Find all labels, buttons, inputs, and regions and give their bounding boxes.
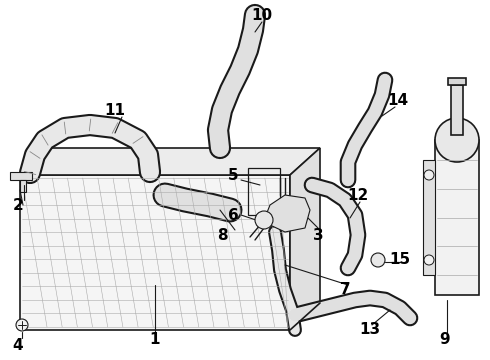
Polygon shape bbox=[423, 160, 435, 275]
Circle shape bbox=[16, 319, 28, 331]
Text: 15: 15 bbox=[390, 252, 411, 267]
Polygon shape bbox=[20, 148, 320, 175]
Circle shape bbox=[371, 253, 385, 267]
Text: 14: 14 bbox=[388, 93, 409, 108]
Text: 11: 11 bbox=[104, 103, 125, 117]
Text: 4: 4 bbox=[13, 338, 24, 352]
Text: 8: 8 bbox=[217, 228, 227, 243]
Text: 7: 7 bbox=[340, 283, 350, 297]
Polygon shape bbox=[20, 180, 26, 192]
Text: 5: 5 bbox=[228, 167, 238, 183]
Circle shape bbox=[255, 211, 273, 229]
Polygon shape bbox=[10, 172, 32, 180]
Polygon shape bbox=[448, 78, 466, 85]
Circle shape bbox=[424, 255, 434, 265]
Text: 1: 1 bbox=[150, 333, 160, 347]
Text: 9: 9 bbox=[440, 333, 450, 347]
Text: 12: 12 bbox=[347, 188, 368, 202]
Text: 6: 6 bbox=[228, 207, 238, 222]
Circle shape bbox=[424, 170, 434, 180]
Polygon shape bbox=[266, 195, 310, 232]
Polygon shape bbox=[290, 148, 320, 330]
Text: 3: 3 bbox=[313, 228, 323, 243]
Polygon shape bbox=[20, 175, 290, 330]
Text: 10: 10 bbox=[251, 8, 272, 23]
Text: 2: 2 bbox=[13, 198, 24, 212]
Polygon shape bbox=[451, 85, 463, 135]
Circle shape bbox=[435, 118, 479, 162]
Polygon shape bbox=[435, 140, 479, 295]
Text: 13: 13 bbox=[360, 323, 381, 338]
